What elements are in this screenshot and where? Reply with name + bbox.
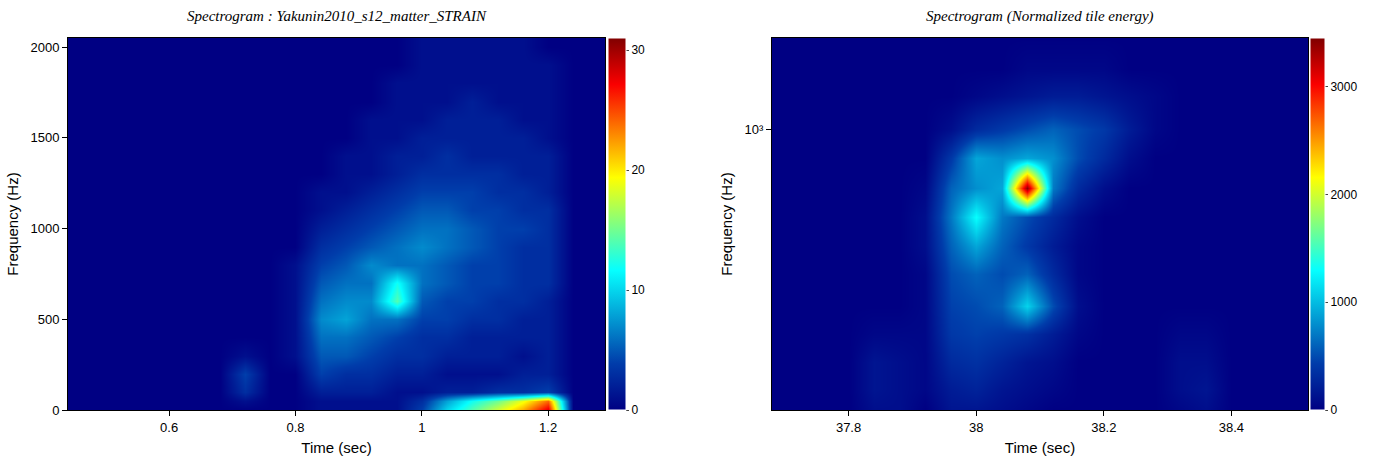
svg-text:20: 20 xyxy=(631,163,645,177)
svg-text:1000: 1000 xyxy=(1330,295,1357,309)
svg-text:38: 38 xyxy=(969,420,983,435)
svg-text:Spectrogram : Yakunin2010_s12_: Spectrogram : Yakunin2010_s12_matter_STR… xyxy=(187,8,487,24)
svg-text:0.8: 0.8 xyxy=(286,420,304,435)
svg-text:38.2: 38.2 xyxy=(1091,420,1116,435)
svg-text:2000: 2000 xyxy=(1330,188,1357,202)
svg-text:500: 500 xyxy=(38,312,60,327)
svg-text:Spectrogram (Normalized tile e: Spectrogram (Normalized tile energy) xyxy=(926,8,1154,25)
svg-text:2000: 2000 xyxy=(30,40,59,55)
svg-text:Frequency (Hz): Frequency (Hz) xyxy=(718,172,735,275)
svg-text:Frequency (Hz): Frequency (Hz) xyxy=(4,172,21,275)
svg-text:10³: 10³ xyxy=(745,122,764,137)
svg-text:38.4: 38.4 xyxy=(1219,420,1244,435)
svg-text:0: 0 xyxy=(52,403,59,418)
svg-text:10: 10 xyxy=(631,283,645,297)
svg-text:Time (sec): Time (sec) xyxy=(1005,439,1075,456)
svg-text:30: 30 xyxy=(631,43,645,57)
svg-text:Time (sec): Time (sec) xyxy=(301,439,371,456)
svg-text:37.8: 37.8 xyxy=(836,420,861,435)
svg-text:1500: 1500 xyxy=(30,130,59,145)
svg-text:0.6: 0.6 xyxy=(160,420,178,435)
svg-text:1.2: 1.2 xyxy=(539,420,557,435)
svg-text:0: 0 xyxy=(1330,403,1337,417)
svg-text:3000: 3000 xyxy=(1330,80,1357,94)
svg-text:0: 0 xyxy=(631,403,638,417)
svg-text:1: 1 xyxy=(418,420,425,435)
svg-text:1000: 1000 xyxy=(30,221,59,236)
